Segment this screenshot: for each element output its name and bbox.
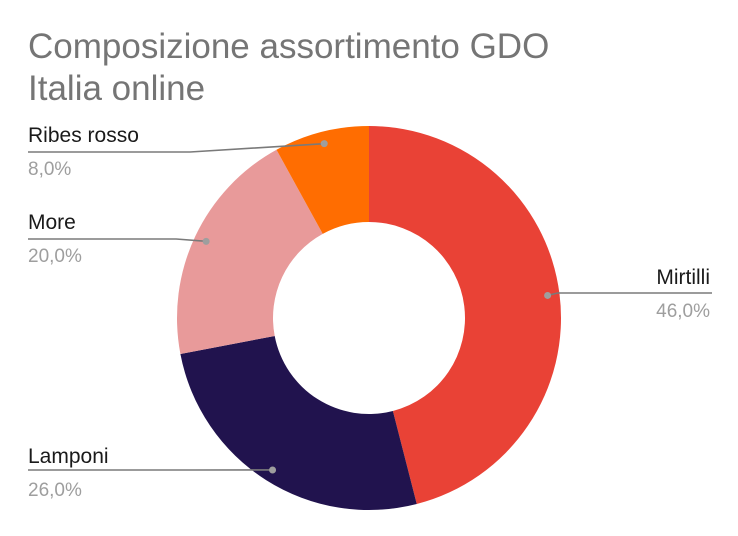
- label-value-mirtilli: 46,0%: [656, 301, 710, 322]
- label-name-lamponi: Lamponi: [28, 445, 109, 468]
- chart-title-line-1: Composizione assortimento GDO: [28, 27, 549, 66]
- leader-line-mirtilli: [547, 292, 712, 297]
- slice-labels: Mirtilli 46,0% Lamponi 26,0% More 20,0% Ribes …: [28, 124, 712, 501]
- leader-dot-lamponi: [269, 466, 277, 474]
- label-value-ribes-rosso: 8,0%: [28, 159, 71, 180]
- leader-dot-ribes-rosso: [320, 140, 328, 148]
- leader-line-ribes-rosso: [28, 142, 325, 153]
- donut-slices: [177, 126, 561, 510]
- leader-line-more: [28, 238, 207, 243]
- label-name-mirtilli: Mirtilli: [656, 266, 710, 289]
- leader-dot-mirtilli: [544, 291, 552, 299]
- label-name-ribes-rosso: Ribes rosso: [28, 124, 139, 147]
- slice-mirtilli: [369, 126, 561, 504]
- slice-lamponi: [180, 335, 417, 510]
- label-value-lamponi: 26,0%: [28, 480, 82, 501]
- label-name-more: More: [28, 211, 76, 234]
- slice-more: [177, 149, 323, 354]
- chart-title-line-2: Italia online: [28, 69, 205, 108]
- label-value-more: 20,0%: [28, 246, 82, 267]
- leader-dot-more: [202, 237, 210, 245]
- slice-ribes-rosso: [276, 126, 369, 234]
